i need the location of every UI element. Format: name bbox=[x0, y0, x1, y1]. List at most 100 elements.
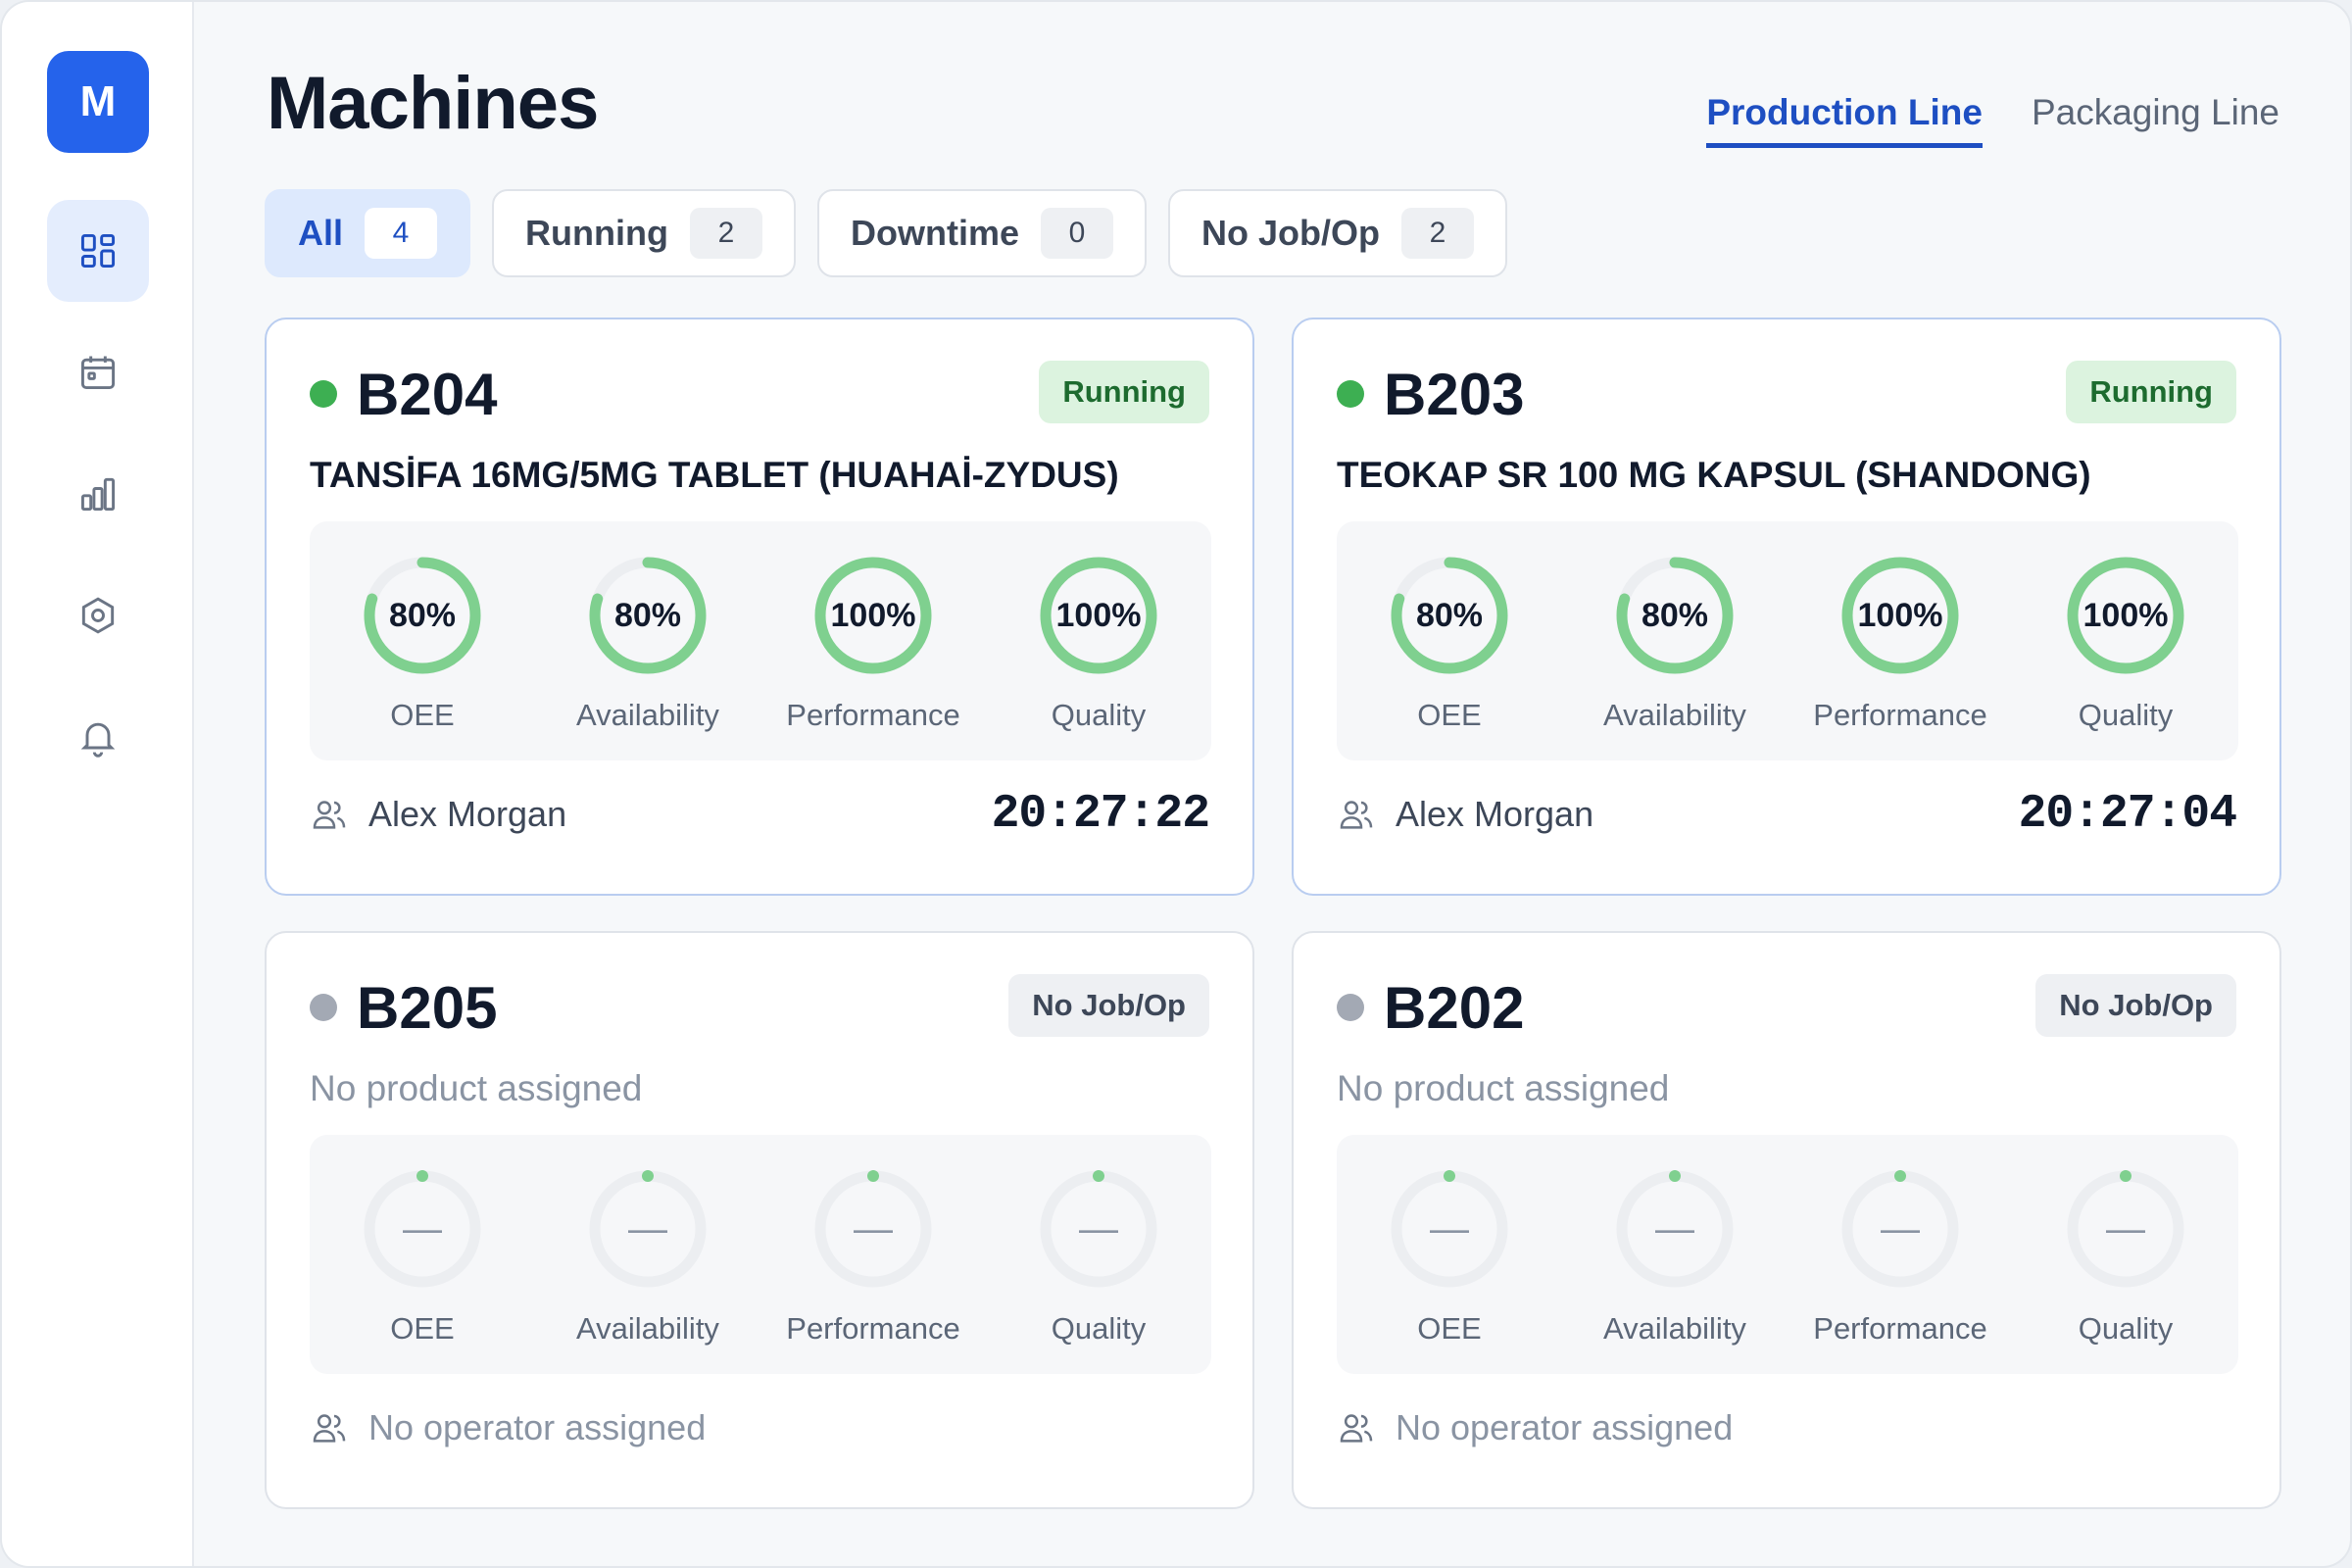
gauge-ring bbox=[814, 557, 932, 674]
app-logo[interactable]: M bbox=[47, 51, 149, 153]
gauge-value: 80% bbox=[613, 596, 682, 634]
metric-oee: — OEE bbox=[1337, 1135, 1562, 1374]
filter-label: No Job/Op bbox=[1200, 213, 1380, 253]
nav-settings[interactable] bbox=[47, 564, 149, 666]
nav-analytics[interactable] bbox=[47, 443, 149, 545]
metric-label: OEE bbox=[1417, 698, 1482, 732]
metric-label: Availability bbox=[576, 1311, 719, 1346]
machine-name: B204 bbox=[357, 362, 498, 427]
metric-label: Quality bbox=[2078, 1311, 2174, 1346]
filter-label: Downtime bbox=[850, 213, 1019, 253]
gauge-ring bbox=[1391, 1170, 1508, 1288]
gauge-value: — bbox=[1079, 1206, 1118, 1250]
gauge-ring bbox=[1841, 1170, 1959, 1288]
metric-quality: — Quality bbox=[2013, 1135, 2238, 1374]
metric-performance: — Performance bbox=[760, 1135, 986, 1374]
gauge-value: — bbox=[854, 1206, 893, 1250]
metric-label: Availability bbox=[576, 698, 719, 732]
product-name: No product assigned bbox=[310, 1068, 643, 1108]
filter-count: 0 bbox=[1040, 208, 1113, 259]
metric-label: Availability bbox=[1603, 1311, 1746, 1346]
sidebar: M bbox=[2, 2, 194, 1566]
product-name: No product assigned bbox=[1337, 1068, 1670, 1108]
status-badge: Running bbox=[2066, 361, 2236, 423]
metric-label: Performance bbox=[786, 1311, 960, 1346]
metric-label: OEE bbox=[1417, 1311, 1482, 1346]
metric-label: OEE bbox=[390, 698, 455, 732]
gauge-value: — bbox=[628, 1206, 667, 1250]
status-badge: No Job/Op bbox=[1008, 974, 1209, 1037]
users-icon bbox=[313, 1414, 346, 1443]
machine-card-b205[interactable]: B205 No Job/Op No product assigned — OEE — Ava… bbox=[265, 931, 1254, 1509]
gauge-value: 80% bbox=[1415, 596, 1484, 634]
status-dot bbox=[1337, 994, 1364, 1021]
gauge-value: 100% bbox=[1055, 596, 1142, 634]
machine-card-b204[interactable]: B204 Running TANSİFA 16MG/5MG TABLET (HUAH… bbox=[265, 318, 1254, 896]
machine-card-b202[interactable]: B202 No Job/Op No product assigned — OEE — Ava… bbox=[1292, 931, 2281, 1509]
metric-label: Performance bbox=[1813, 1311, 1987, 1346]
gauge-ring bbox=[1040, 1170, 1157, 1288]
line-tabs: Production Line Packaging Line bbox=[1706, 92, 2279, 148]
metric-label: Quality bbox=[1051, 1311, 1147, 1346]
metrics-panel: — OEE — Availability — Performance — Quality bbox=[310, 1135, 1211, 1374]
users-icon bbox=[1340, 801, 1373, 829]
operator: Alex Morgan bbox=[310, 794, 566, 835]
gauge-value: — bbox=[403, 1206, 442, 1250]
gauge-ring bbox=[1040, 557, 1157, 674]
status-badge: Running bbox=[1039, 361, 1209, 423]
filter-no-job-op[interactable]: No Job/Op 2 bbox=[1167, 189, 1507, 277]
metric-label: Performance bbox=[1813, 698, 1987, 732]
gauge-value: 80% bbox=[388, 596, 457, 634]
dashboard-icon bbox=[80, 233, 116, 269]
machine-card-b203[interactable]: B203 Running TEOKAP SR 100 MG KAPSUL (SHAN… bbox=[1292, 318, 2281, 896]
metric-availability: — Availability bbox=[535, 1135, 760, 1374]
tab-production-line[interactable]: Production Line bbox=[1706, 92, 1983, 148]
gauge-ring bbox=[1391, 557, 1508, 674]
status-dot bbox=[310, 994, 337, 1021]
metric-availability: 80% Availability bbox=[1562, 521, 1788, 760]
metric-oee: 80% OEE bbox=[310, 521, 535, 760]
metric-quality: 100% Quality bbox=[2013, 521, 2238, 760]
metric-performance: 100% Performance bbox=[760, 521, 986, 760]
tab-packaging-line[interactable]: Packaging Line bbox=[2031, 92, 2279, 132]
metric-label: OEE bbox=[390, 1311, 455, 1346]
nav-notifications[interactable] bbox=[47, 686, 149, 788]
gauge-ring bbox=[364, 1170, 481, 1288]
metrics-panel: 80% OEE 80% Availability 100% Performance 100%… bbox=[1337, 521, 2238, 760]
filter-count: 4 bbox=[365, 208, 438, 259]
filter-running[interactable]: Running 2 bbox=[492, 189, 796, 277]
metrics-panel: — OEE — Availability — Performance — Quality bbox=[1337, 1135, 2238, 1374]
gauge-value: — bbox=[1881, 1206, 1920, 1250]
filter-downtime[interactable]: Downtime 0 bbox=[816, 189, 1147, 277]
nav-calendar[interactable] bbox=[47, 321, 149, 423]
run-timer: 20:27:04 bbox=[2018, 788, 2237, 841]
nav-dashboard[interactable] bbox=[47, 200, 149, 302]
gauge-ring bbox=[814, 1170, 932, 1288]
calendar-icon bbox=[80, 356, 116, 390]
gauge-ring bbox=[2067, 1170, 2184, 1288]
operator: No operator assigned bbox=[310, 1407, 706, 1448]
metric-availability: — Availability bbox=[1562, 1135, 1788, 1374]
metric-label: Performance bbox=[786, 698, 960, 732]
settings-hex-icon bbox=[81, 597, 115, 634]
metric-performance: 100% Performance bbox=[1788, 521, 2013, 760]
status-filters: All 4 Running 2 Downtime 0 No Job/Op 2 bbox=[265, 189, 1507, 277]
product-name: TEOKAP SR 100 MG KAPSUL (SHANDONG) bbox=[1337, 455, 2091, 495]
bell-icon bbox=[80, 722, 116, 758]
bar-chart-icon bbox=[80, 477, 116, 512]
filter-count: 2 bbox=[689, 208, 762, 259]
gauge-ring bbox=[2067, 557, 2184, 674]
run-timer: 20:27:22 bbox=[991, 788, 1210, 841]
gauge-value: 100% bbox=[1857, 596, 1943, 634]
filter-all[interactable]: All 4 bbox=[265, 189, 471, 277]
metric-label: Quality bbox=[2078, 698, 2174, 732]
metric-availability: 80% Availability bbox=[535, 521, 760, 760]
metric-quality: — Quality bbox=[986, 1135, 1211, 1374]
filter-label: Running bbox=[525, 213, 668, 253]
gauge-value: 80% bbox=[1641, 596, 1709, 634]
gauge-ring bbox=[364, 557, 481, 674]
gauge-ring bbox=[1616, 1170, 1734, 1288]
gauge-ring bbox=[589, 1170, 707, 1288]
operator-name: No operator assigned bbox=[368, 1407, 707, 1447]
